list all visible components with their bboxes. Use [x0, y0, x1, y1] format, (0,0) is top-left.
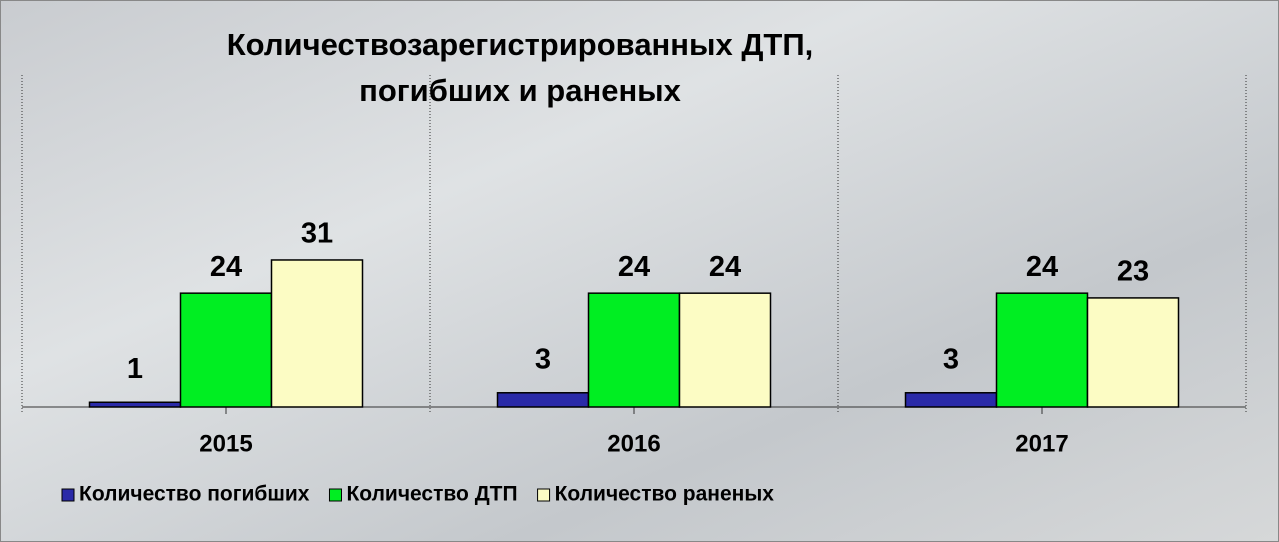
chart-title: погибших и раненых — [359, 73, 682, 108]
data-label: 24 — [210, 251, 242, 283]
x-tick-label: 2016 — [607, 430, 660, 457]
x-tick-label: 2017 — [1015, 430, 1068, 457]
bar — [1086, 297, 1180, 408]
legend-label: Количество раненых — [555, 483, 775, 506]
bar — [179, 292, 273, 408]
bar — [88, 401, 182, 408]
legend-label: Количество ДТП — [346, 483, 517, 506]
bar — [270, 259, 364, 408]
x-tick-label: 2015 — [199, 430, 252, 457]
bar — [678, 292, 772, 408]
bar — [995, 292, 1089, 408]
legend-swatch — [537, 488, 551, 502]
data-label: 31 — [301, 218, 333, 250]
chart-title: Количествозарегистрированных ДТП, — [227, 27, 814, 62]
legend-swatch — [328, 488, 342, 502]
data-label: 3 — [943, 343, 959, 375]
data-label: 24 — [618, 251, 650, 283]
data-label: 24 — [709, 251, 741, 283]
data-label: 3 — [535, 343, 551, 375]
legend-label: Количество погибших — [79, 483, 310, 506]
data-label: 24 — [1026, 251, 1058, 283]
data-label: 23 — [1117, 256, 1149, 288]
data-label: 1 — [127, 353, 143, 385]
bar — [587, 292, 681, 408]
bar — [496, 392, 590, 408]
bar — [904, 392, 998, 408]
legend-swatch — [61, 488, 75, 502]
